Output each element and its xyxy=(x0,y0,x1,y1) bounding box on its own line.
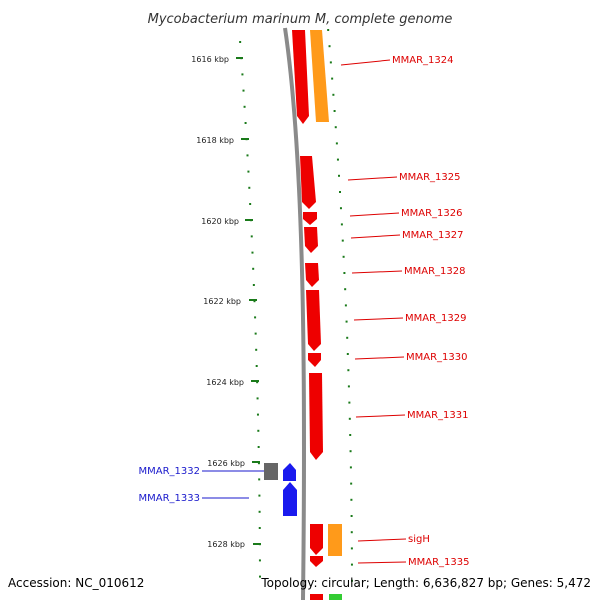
position-label: 1628 kbp xyxy=(207,540,245,549)
gene-mmar-1335-feature[interactable] xyxy=(310,556,323,567)
gene-red-feature[interactable] xyxy=(310,594,323,600)
gene-mmar-1325-label[interactable]: MMAR_1325 xyxy=(399,172,461,183)
gene-mmar-1327-leader xyxy=(350,234,401,239)
gene-mmar-1328-label[interactable]: MMAR_1328 xyxy=(404,266,466,277)
gene-mmar-1329-feature[interactable] xyxy=(306,290,321,351)
inner-tick-marks xyxy=(239,41,261,578)
gene-sigh-feature[interactable] xyxy=(328,524,342,556)
gene-mmar-1330-leader xyxy=(354,356,405,360)
gene-mmar-1330-feature[interactable] xyxy=(308,353,321,367)
gene-features[interactable] xyxy=(264,30,342,600)
gene-mmar-1325-feature[interactable] xyxy=(300,156,316,209)
position-tick-group xyxy=(236,57,261,545)
gene-leader-lines xyxy=(202,59,407,564)
accession-text: Accession: NC_010612 xyxy=(8,576,144,590)
gene-mmar-1326-feature[interactable] xyxy=(303,212,317,225)
gene-mmar-1330-label[interactable]: MMAR_1330 xyxy=(406,352,468,363)
gene-mmar-1331-leader xyxy=(355,414,406,418)
position-label: 1624 kbp xyxy=(206,378,244,387)
gene-red-feature[interactable] xyxy=(310,524,323,555)
gene-mmar-1326-label[interactable]: MMAR_1326 xyxy=(401,208,463,219)
position-label: 1620 kbp xyxy=(201,217,239,226)
gene-mmar-1332-feature[interactable] xyxy=(283,463,296,481)
gene-mmar-1326-leader xyxy=(349,212,400,217)
position-label-group: 1616 kbp 1618 kbp 1620 kbp 1622 kbp 1624… xyxy=(191,55,245,549)
gene-mmar-1327-feature[interactable] xyxy=(304,227,318,253)
genome-title: Mycobacterium marinum M, complete genome xyxy=(148,12,453,27)
gene-mmar-1332-label[interactable]: MMAR_1332 xyxy=(139,466,201,477)
genome-backbone xyxy=(283,27,307,600)
gene-mmar-1328-leader xyxy=(351,270,403,274)
topology-text: Topology: circular; Length: 6,636,827 bp… xyxy=(260,576,591,590)
gene-mmar-1328-feature[interactable] xyxy=(305,263,319,287)
gene-mmar-1329-label[interactable]: MMAR_1329 xyxy=(405,313,467,324)
gene-mmar-1325-leader xyxy=(347,176,398,181)
gene-mmar-1331-label[interactable]: MMAR_1331 xyxy=(407,410,469,421)
position-label: 1618 kbp xyxy=(196,136,234,145)
position-label: 1622 kbp xyxy=(203,297,241,306)
gene-mmar-1327-label[interactable]: MMAR_1327 xyxy=(402,230,464,241)
gene-mmar-1324-leader xyxy=(340,59,391,66)
gene-labels: MMAR_1324 MMAR_1325 MMAR_1326 MMAR_1327 … xyxy=(139,55,470,568)
gene-gray-feature[interactable] xyxy=(264,463,278,480)
gene-mmar-1333-label[interactable]: MMAR_1333 xyxy=(139,493,201,504)
gene-mmar-1324-feature[interactable] xyxy=(292,30,309,124)
gene-mmar-1331-feature[interactable] xyxy=(309,373,323,460)
gene-mmar-1335-label[interactable]: MMAR_1335 xyxy=(408,557,470,568)
gene-orange-feature[interactable] xyxy=(310,30,329,122)
gene-green-feature[interactable] xyxy=(329,594,342,600)
gene-sigh-leader xyxy=(357,538,407,542)
gene-mmar-1335-leader xyxy=(357,561,407,564)
position-label: 1616 kbp xyxy=(191,55,229,64)
gene-mmar-1333-feature[interactable] xyxy=(283,482,297,516)
gene-sigh-label[interactable]: sigH xyxy=(408,534,430,545)
position-label: 1626 kbp xyxy=(207,459,245,468)
gene-mmar-1324-label[interactable]: MMAR_1324 xyxy=(392,55,454,66)
outer-tick-marks xyxy=(327,29,353,582)
gene-mmar-1329-leader xyxy=(353,317,404,321)
